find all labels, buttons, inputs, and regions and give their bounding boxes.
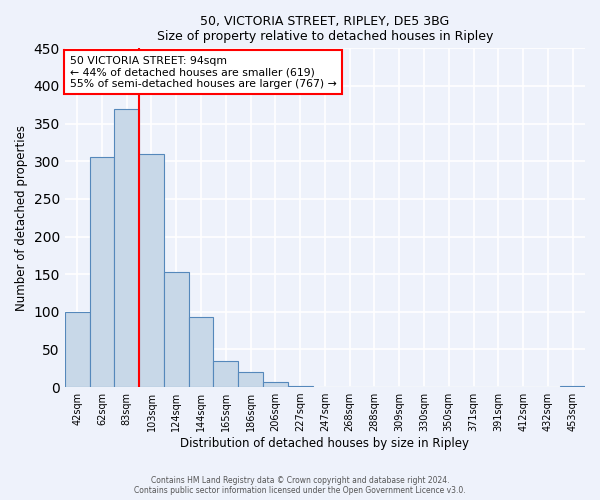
Bar — [89, 158, 115, 387]
Bar — [288, 386, 313, 387]
Bar — [560, 386, 585, 387]
Bar — [139, 154, 164, 387]
Bar — [238, 372, 263, 387]
Title: 50, VICTORIA STREET, RIPLEY, DE5 3BG
Size of property relative to detached house: 50, VICTORIA STREET, RIPLEY, DE5 3BG Siz… — [157, 15, 493, 43]
Bar — [188, 317, 214, 387]
Bar — [263, 382, 288, 387]
X-axis label: Distribution of detached houses by size in Ripley: Distribution of detached houses by size … — [181, 437, 469, 450]
Text: 50 VICTORIA STREET: 94sqm
← 44% of detached houses are smaller (619)
55% of semi: 50 VICTORIA STREET: 94sqm ← 44% of detac… — [70, 56, 337, 89]
Bar — [164, 272, 188, 387]
Text: Contains HM Land Registry data © Crown copyright and database right 2024.
Contai: Contains HM Land Registry data © Crown c… — [134, 476, 466, 495]
Y-axis label: Number of detached properties: Number of detached properties — [15, 124, 28, 310]
Bar — [65, 312, 89, 387]
Bar — [214, 360, 238, 387]
Bar — [115, 108, 139, 387]
